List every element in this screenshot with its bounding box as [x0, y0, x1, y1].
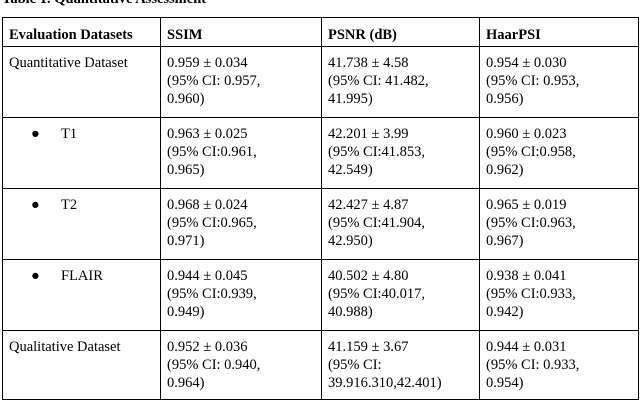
ssim-value-line: (95% CI:0.961, [167, 144, 257, 160]
bullet-list-item: ● T2 [9, 196, 160, 214]
psnr-value-line: (95% CI:41.904, [328, 215, 426, 231]
results-table: Evaluation Datasets SSIM PSNR (dB) HaarP… [2, 17, 639, 400]
header-haarpsi: HaarPSI [479, 17, 639, 47]
haarpsi-value-line: (95% CI: 0.933, [486, 357, 580, 373]
ssim-value-line: 0.971) [167, 233, 205, 249]
psnr-cell: 41.159 ± 3.67 (95% CI: 39.916.310,42.401) [321, 330, 480, 400]
ssim-value-line: 0.968 ± 0.024 [167, 197, 248, 213]
bullet-icon: ● [31, 126, 40, 142]
ssim-value-line: (95% CI: 0.940, [167, 357, 261, 373]
psnr-value-line: 40.502 ± 4.80 [328, 268, 409, 284]
table-row: Qualitative Dataset 0.952 ± 0.036 (95% CI:… [2, 330, 639, 400]
bullet-icon: ● [31, 197, 40, 213]
psnr-cell: 42.427 ± 4.87 (95% CI:41.904, 42.950) [321, 188, 480, 260]
haarpsi-cell: 0.965 ± 0.019 (95% CI:0.963, 0.967) [479, 188, 639, 260]
ssim-value-line: 0.964) [167, 375, 205, 391]
psnr-cell: 40.502 ± 4.80 (95% CI:40.017, 40.988) [321, 259, 480, 331]
haarpsi-cell: 0.960 ± 0.023 (95% CI:0.958, 0.962) [479, 117, 639, 189]
psnr-value-line: 40.988) [328, 304, 373, 320]
haarpsi-value-line: 0.956) [486, 91, 524, 107]
psnr-cell: 41.738 ± 4.58 (95% CI: 41.482, 41.995) [321, 46, 480, 118]
dataset-label-cell: ● T2 [2, 188, 161, 260]
ssim-value-line: 0.965) [167, 162, 205, 178]
table-row: ● FLAIR 0.944 ± 0.045 (95% CI:0.939, 0.949) 4… [2, 259, 639, 331]
psnr-value-line: 42.201 ± 3.99 [328, 126, 409, 142]
psnr-value-line: (95% CI:40.017, [328, 286, 426, 302]
haarpsi-value-line: (95% CI: 0.953, [486, 73, 580, 89]
dataset-label: FLAIR [61, 268, 103, 284]
header-evaluation-datasets: Evaluation Datasets [2, 17, 161, 47]
dataset-label-cell: Quantitative Dataset [2, 46, 161, 118]
ssim-value-line: 0.949) [167, 304, 205, 320]
ssim-value-line: (95% CI: 0.957, [167, 73, 261, 89]
ssim-value-line: 0.959 ± 0.034 [167, 55, 248, 71]
header-row: Evaluation Datasets SSIM PSNR (dB) HaarP… [2, 17, 639, 47]
header-ssim: SSIM [160, 17, 322, 47]
bullet-icon: ● [31, 268, 40, 284]
psnr-value-line: 41.738 ± 4.58 [328, 55, 409, 71]
haarpsi-value-line: 0.938 ± 0.041 [486, 268, 567, 284]
ssim-value-line: (95% CI:0.939, [167, 286, 257, 302]
haarpsi-value-line: 0.960 ± 0.023 [486, 126, 567, 142]
haarpsi-cell: 0.954 ± 0.030 (95% CI: 0.953, 0.956) [479, 46, 639, 118]
haarpsi-cell: 0.938 ± 0.041 (95% CI:0.933, 0.942) [479, 259, 639, 331]
ssim-cell: 0.968 ± 0.024 (95% CI:0.965, 0.971) [160, 188, 322, 260]
table-row: ● T1 0.963 ± 0.025 (95% CI:0.961, 0.965) 42.2… [2, 117, 639, 189]
dataset-label: T2 [61, 197, 78, 213]
dataset-label: Qualitative Dataset [9, 339, 121, 355]
haarpsi-value-line: 0.967) [486, 233, 524, 249]
ssim-value-line: 0.963 ± 0.025 [167, 126, 248, 142]
dataset-label: T1 [61, 126, 78, 142]
dataset-label-cell: ● T1 [2, 117, 161, 189]
haarpsi-cell: 0.944 ± 0.031 (95% CI: 0.933, 0.954) [479, 330, 639, 400]
dataset-label-cell: Qualitative Dataset [2, 330, 161, 400]
ssim-value-line: 0.960) [167, 91, 205, 107]
header-psnr: PSNR (dB) [321, 17, 480, 47]
haarpsi-value-line: (95% CI:0.963, [486, 215, 576, 231]
haarpsi-value-line: (95% CI:0.958, [486, 144, 576, 160]
psnr-value-line: 39.916.310,42.401) [328, 375, 442, 391]
ssim-cell: 0.959 ± 0.034 (95% CI: 0.957, 0.960) [160, 46, 322, 118]
dataset-label: Quantitative Dataset [9, 55, 128, 71]
haarpsi-value-line: 0.962) [486, 162, 524, 178]
haarpsi-value-line: 0.965 ± 0.019 [486, 197, 567, 213]
ssim-cell: 0.963 ± 0.025 (95% CI:0.961, 0.965) [160, 117, 322, 189]
ssim-value-line: (95% CI:0.965, [167, 215, 257, 231]
ssim-cell: 0.952 ± 0.036 (95% CI: 0.940, 0.964) [160, 330, 322, 400]
psnr-value-line: 41.995) [328, 91, 373, 107]
ssim-value-line: 0.952 ± 0.036 [167, 339, 248, 355]
psnr-cell: 42.201 ± 3.99 (95% CI:41.853, 42.549) [321, 117, 480, 189]
psnr-value-line: (95% CI: 41.482, [328, 73, 429, 89]
haarpsi-value-line: 0.942) [486, 304, 524, 320]
dataset-label-cell: ● FLAIR [2, 259, 161, 331]
table-caption: Table 1. Quantitative Assessment [2, 0, 206, 8]
ssim-value-line: 0.944 ± 0.045 [167, 268, 248, 284]
haarpsi-value-line: (95% CI:0.933, [486, 286, 576, 302]
psnr-value-line: 42.549) [328, 162, 373, 178]
bullet-list-item: ● FLAIR [9, 267, 160, 285]
haarpsi-value-line: 0.944 ± 0.031 [486, 339, 567, 355]
table-row: ● T2 0.968 ± 0.024 (95% CI:0.965, 0.971) 42.4… [2, 188, 639, 260]
ssim-cell: 0.944 ± 0.045 (95% CI:0.939, 0.949) [160, 259, 322, 331]
table-row: Quantitative Dataset 0.959 ± 0.034 (95% CI… [2, 46, 639, 118]
bullet-list-item: ● T1 [9, 125, 160, 143]
psnr-value-line: (95% CI:41.853, [328, 144, 426, 160]
psnr-value-line: 42.427 ± 4.87 [328, 197, 409, 213]
psnr-value-line: 42.950) [328, 233, 373, 249]
haarpsi-value-line: 0.954) [486, 375, 524, 391]
psnr-value-line: 41.159 ± 3.67 [328, 339, 409, 355]
psnr-value-line: (95% CI: [328, 357, 382, 373]
haarpsi-value-line: 0.954 ± 0.030 [486, 55, 567, 71]
